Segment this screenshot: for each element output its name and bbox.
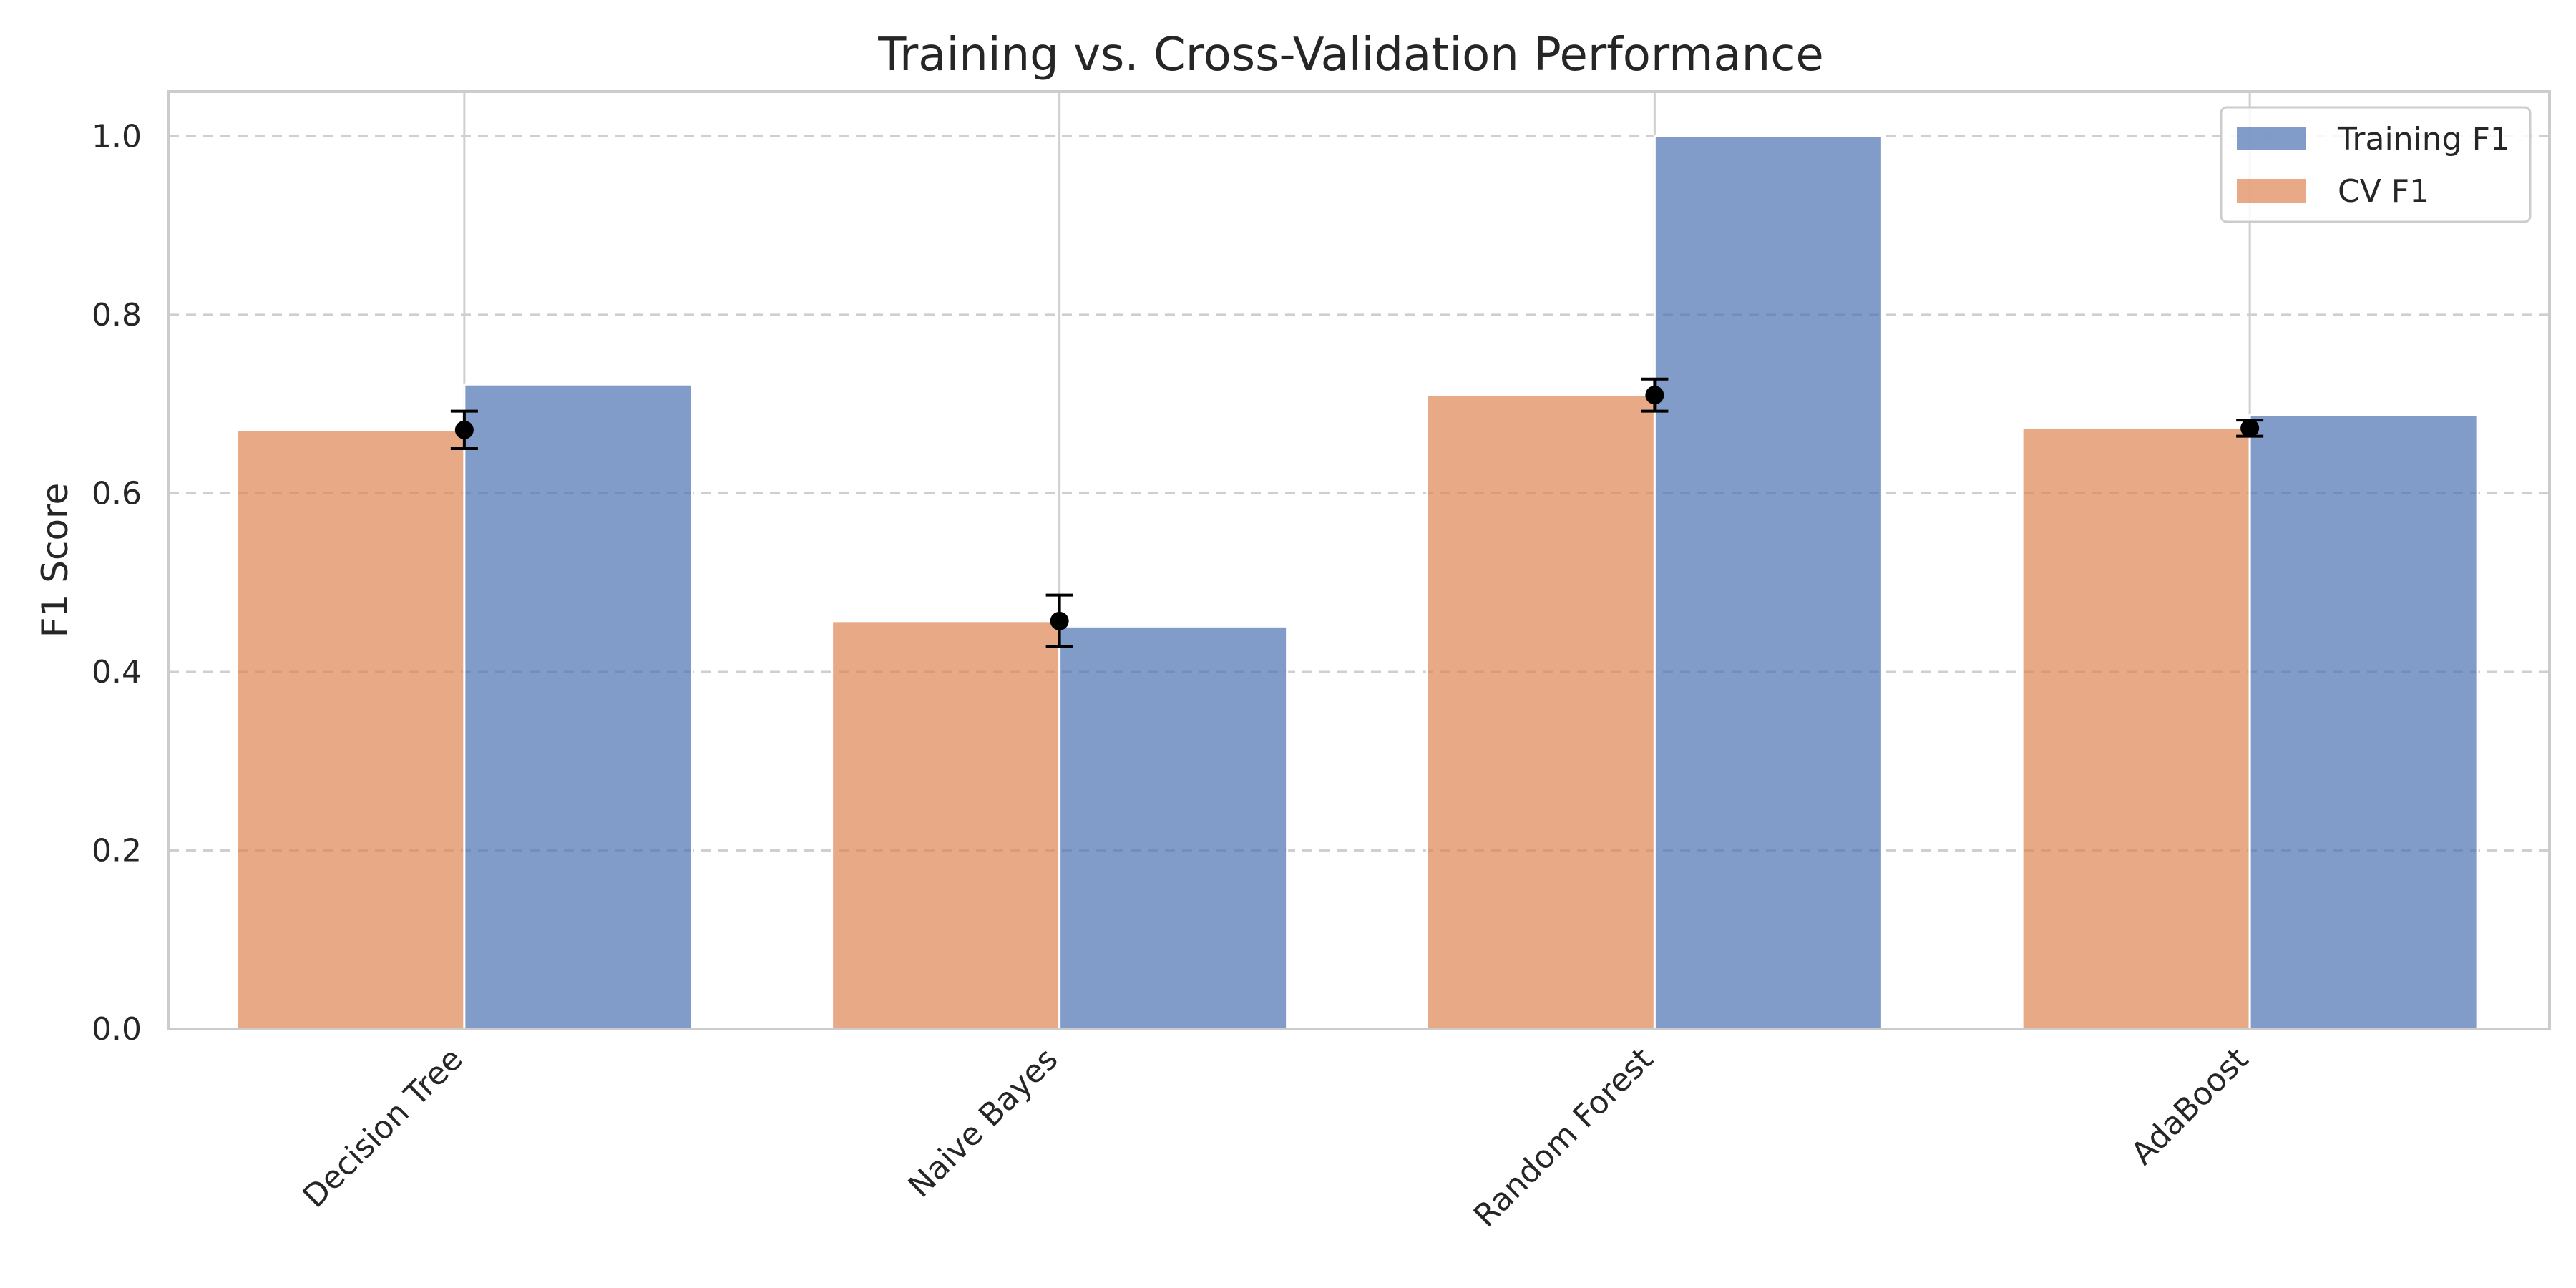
- x-tick-label: Random Forest: [1467, 1041, 1660, 1234]
- y-tick-label: 1.0: [92, 118, 142, 155]
- y-tick-label: 0.4: [92, 654, 142, 691]
- cv-f1-bar: [2021, 426, 2251, 1030]
- training-f1-bar: [1653, 135, 1883, 1030]
- cv-f1-bar: [831, 620, 1061, 1030]
- cv-mean-point: [2240, 419, 2260, 438]
- training-f1-bar: [2248, 414, 2479, 1030]
- cv-mean-point: [1645, 386, 1664, 405]
- y-tick-label: 0.0: [92, 1011, 142, 1048]
- y-tick-label: 0.6: [92, 475, 142, 512]
- training-f1-bar: [463, 383, 693, 1030]
- cv-mean-point: [454, 420, 474, 439]
- x-tick-label: AdaBoost: [2124, 1041, 2255, 1172]
- legend-label: Training F1: [2337, 121, 2510, 157]
- cv-f1-bar: [1425, 394, 1656, 1030]
- cv-f1-bar: [235, 429, 466, 1030]
- cv-error-bar: [1641, 377, 1669, 413]
- y-tick-label: 0.8: [92, 297, 142, 333]
- x-tick-label: Decision Tree: [296, 1041, 469, 1215]
- y-axis-label: F1 Score: [34, 483, 76, 638]
- y-tick-label: 0.2: [92, 832, 142, 869]
- cv-error-bar: [2236, 419, 2264, 438]
- chart-title: Training vs. Cross-Validation Performanc…: [877, 29, 1824, 82]
- plot-frame: [167, 90, 2551, 1030]
- legend-swatch: [2237, 179, 2306, 203]
- cv-error-bar: [1045, 593, 1073, 649]
- legend-swatch: [2237, 127, 2306, 150]
- legend: Training F1 CV F1: [2220, 106, 2532, 223]
- x-tick-label: Naive Bayes: [902, 1041, 1065, 1205]
- legend-label: CV F1: [2338, 173, 2429, 210]
- cv-error-bar: [450, 409, 478, 451]
- training-f1-bar: [1058, 625, 1289, 1030]
- cv-mean-point: [1050, 611, 1069, 630]
